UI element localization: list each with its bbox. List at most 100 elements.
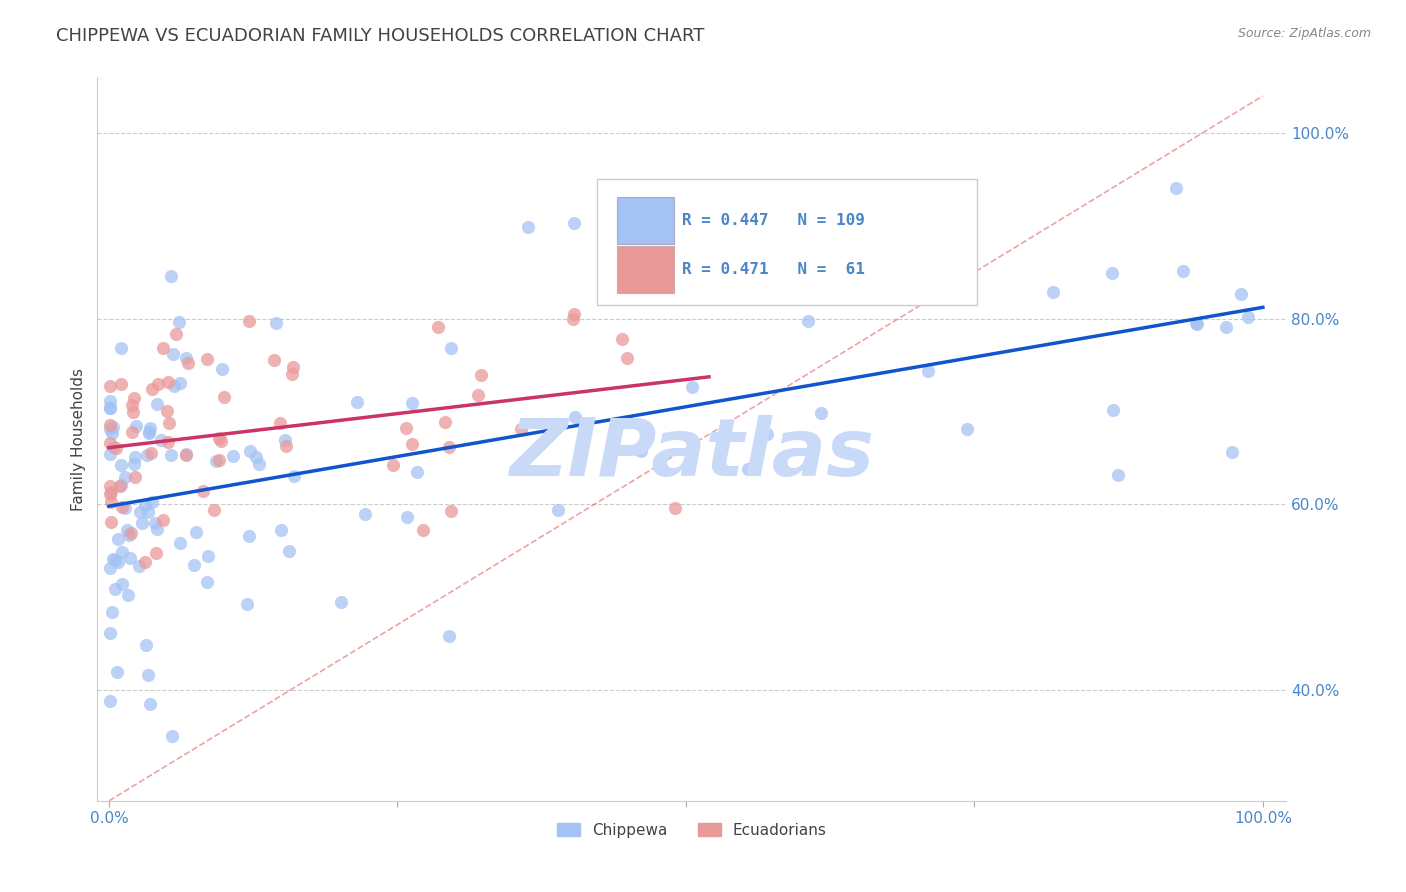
Point <box>135 638 157 652</box>
Point <box>129 505 152 519</box>
Point <box>110 479 132 493</box>
Point <box>510 422 533 436</box>
Point <box>1237 310 1260 325</box>
Point <box>741 227 763 241</box>
Point <box>202 502 225 516</box>
Point <box>136 668 159 682</box>
Point <box>160 269 183 284</box>
Point <box>756 427 779 442</box>
Point <box>562 216 585 230</box>
Point <box>956 422 979 436</box>
Point <box>395 421 418 435</box>
Point <box>98 401 121 415</box>
Point <box>1171 264 1194 278</box>
Point <box>177 355 200 369</box>
Point <box>141 495 163 509</box>
Point <box>101 605 124 619</box>
Point <box>470 368 492 382</box>
Point <box>283 469 305 483</box>
Point <box>612 332 634 346</box>
Point <box>270 523 292 537</box>
Point <box>103 419 125 434</box>
Point <box>1220 445 1243 459</box>
Point <box>98 487 121 501</box>
Point <box>101 440 124 454</box>
Point <box>114 470 136 484</box>
Point <box>124 470 146 484</box>
Text: R = 0.447   N = 109: R = 0.447 N = 109 <box>682 213 865 228</box>
Point <box>467 388 489 402</box>
Point <box>183 558 205 573</box>
Point <box>98 446 121 460</box>
Point <box>162 347 184 361</box>
Point <box>165 327 187 342</box>
Point <box>245 450 267 465</box>
Point <box>204 453 226 467</box>
Point <box>146 376 169 391</box>
Point <box>437 629 460 643</box>
Point <box>354 507 377 521</box>
Point <box>134 498 156 512</box>
Point <box>439 504 461 518</box>
Text: ZIPatlas: ZIPatlas <box>509 415 875 492</box>
Point <box>157 416 180 430</box>
Point <box>156 404 179 418</box>
Point <box>346 395 368 409</box>
Point <box>274 433 297 447</box>
Point <box>141 446 163 460</box>
Point <box>247 458 270 472</box>
Point <box>111 500 134 514</box>
Point <box>169 535 191 549</box>
Point <box>110 478 132 492</box>
Point <box>98 418 121 433</box>
Point <box>107 532 129 546</box>
Point <box>195 575 218 590</box>
FancyBboxPatch shape <box>617 197 673 244</box>
Point <box>208 453 231 467</box>
Point <box>139 421 162 435</box>
Point <box>222 449 245 463</box>
Point <box>101 425 124 440</box>
Legend: Chippewa, Ecuadorians: Chippewa, Ecuadorians <box>551 816 832 844</box>
Point <box>146 397 169 411</box>
Point <box>118 527 141 541</box>
Point <box>98 436 121 450</box>
Point <box>135 448 157 462</box>
Point <box>162 729 184 743</box>
Point <box>238 314 260 328</box>
Point <box>1042 285 1064 299</box>
Point <box>100 515 122 529</box>
Point <box>100 378 122 392</box>
Text: R = 0.471   N =  61: R = 0.471 N = 61 <box>682 261 865 277</box>
Point <box>114 501 136 516</box>
Point <box>98 626 121 640</box>
Point <box>163 378 186 392</box>
Point <box>274 439 297 453</box>
Point <box>517 219 540 234</box>
Point <box>98 401 121 415</box>
Point <box>616 351 638 365</box>
Point <box>197 549 219 563</box>
Point <box>98 393 121 408</box>
Point <box>103 551 125 566</box>
Point <box>134 555 156 569</box>
Point <box>439 441 461 455</box>
Point <box>1230 287 1253 301</box>
Point <box>209 434 232 448</box>
Point <box>630 444 652 458</box>
Point <box>98 479 121 493</box>
Point <box>122 458 145 472</box>
Point <box>174 351 197 365</box>
Point <box>121 398 143 412</box>
Point <box>125 419 148 434</box>
Text: CHIPPEWA VS ECUADORIAN FAMILY HOUSEHOLDS CORRELATION CHART: CHIPPEWA VS ECUADORIAN FAMILY HOUSEHOLDS… <box>56 27 704 45</box>
Point <box>406 466 429 480</box>
Point <box>1215 320 1237 334</box>
Point <box>104 582 127 596</box>
Point <box>157 375 180 389</box>
Y-axis label: Family Households: Family Households <box>72 368 86 510</box>
Point <box>401 395 423 409</box>
Point <box>104 552 127 566</box>
Point <box>105 665 128 679</box>
Point <box>412 523 434 537</box>
